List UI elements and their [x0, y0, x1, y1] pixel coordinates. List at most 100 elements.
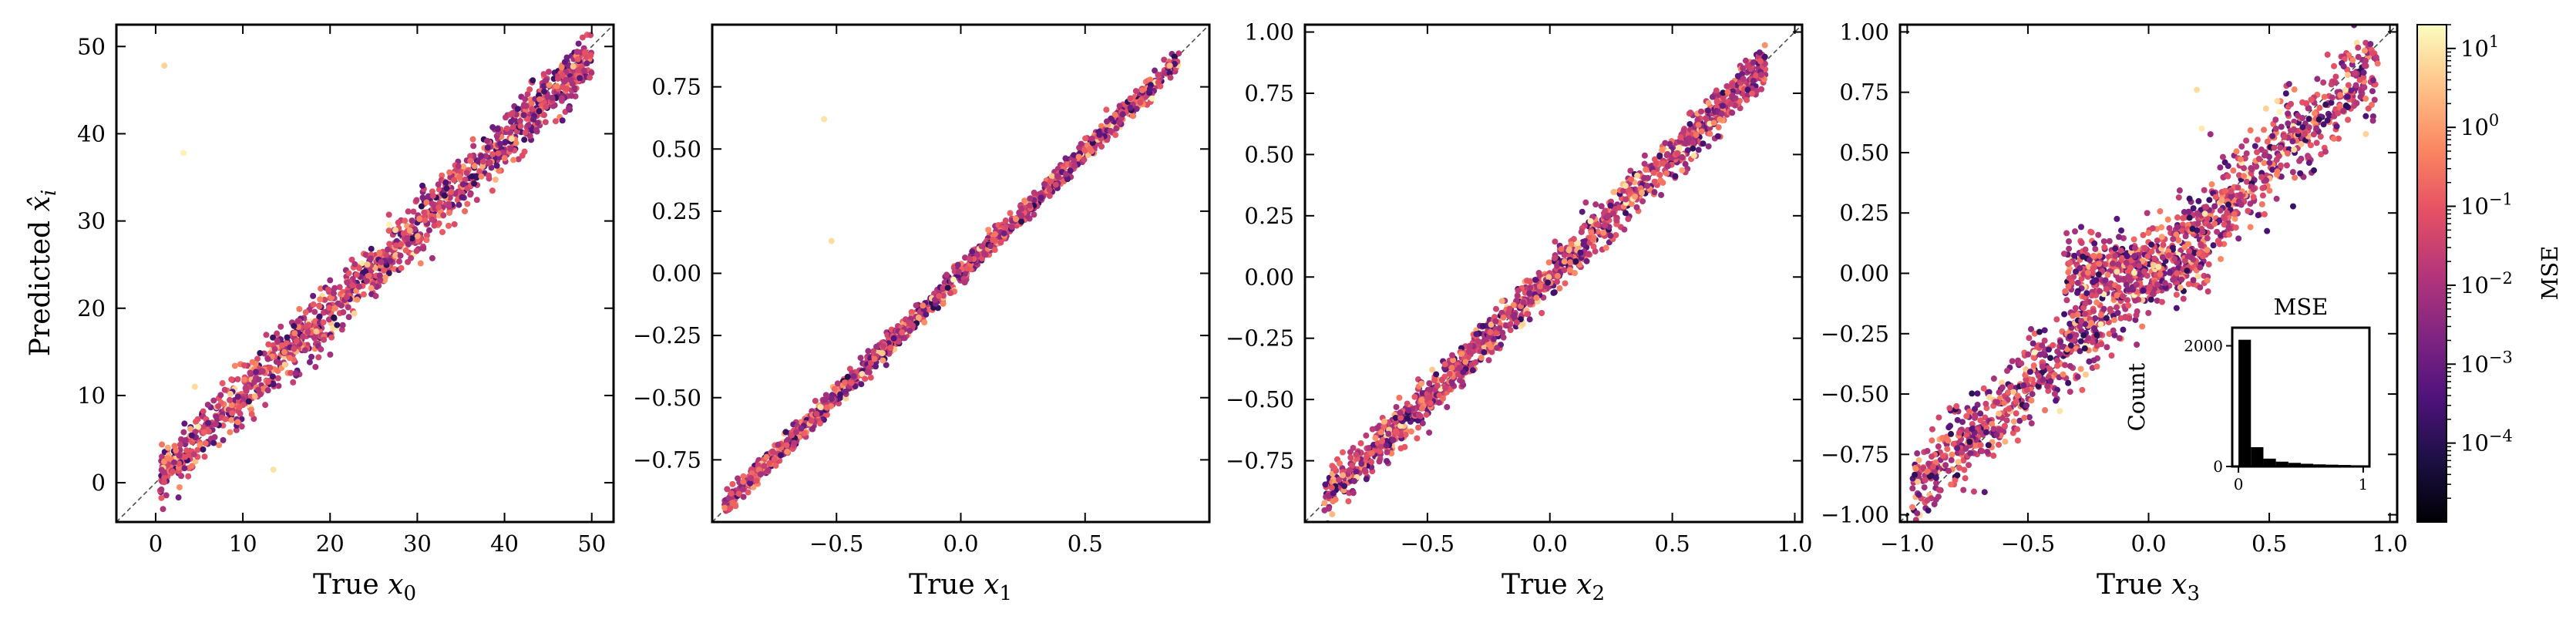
- scatter-point: [446, 209, 452, 216]
- scatter-point: [1954, 472, 1961, 479]
- scatter-point: [1677, 134, 1684, 141]
- scatter-point: [865, 348, 872, 355]
- scatter-point: [1479, 322, 1486, 329]
- scatter-point: [362, 268, 368, 274]
- scatter-point: [961, 254, 968, 261]
- scatter-point: [241, 376, 248, 383]
- scatter-point: [400, 230, 407, 237]
- scatter-point: [577, 75, 583, 82]
- scatter-point: [397, 252, 404, 259]
- scatter-point: [1152, 67, 1159, 74]
- scatter-point: [2046, 365, 2053, 372]
- scatter-point: [844, 373, 851, 380]
- scatter-point: [497, 140, 504, 147]
- scatter-point: [1551, 289, 1558, 296]
- scatter-point: [301, 347, 308, 354]
- scatter-point: [478, 153, 485, 160]
- scatter-point: [2346, 52, 2352, 59]
- scatter-point: [204, 401, 211, 408]
- scatter-point: [1331, 465, 1338, 472]
- scatter-point: [356, 264, 363, 271]
- y-tick-label: 0.00: [651, 261, 701, 287]
- scatter-point: [1415, 424, 1422, 431]
- scatter-point: [173, 447, 180, 454]
- scatter-point: [906, 319, 913, 326]
- scatter-point: [561, 59, 568, 66]
- scatter-point: [545, 69, 552, 76]
- scatter-point: [1155, 72, 1162, 79]
- scatter-point: [345, 304, 351, 311]
- scatter-point: [1341, 483, 1348, 490]
- scatter-point: [1616, 204, 1623, 211]
- scatter-point: [1651, 189, 1658, 196]
- scatter-point: [441, 192, 448, 199]
- scatter-point: [1981, 489, 1988, 496]
- scatter-point: [1148, 95, 1155, 102]
- scatter-point: [761, 463, 768, 470]
- scatter-point: [2065, 379, 2072, 386]
- scatter-point: [315, 354, 322, 361]
- scatter-point: [1625, 187, 1632, 194]
- scatter-point: [908, 308, 915, 315]
- scatter-point: [1450, 356, 1457, 363]
- scatter-point: [1519, 321, 1526, 328]
- scatter-point: [1402, 431, 1409, 438]
- scatter-point: [2054, 357, 2061, 364]
- scatter-point: [540, 71, 547, 78]
- scatter-point: [573, 49, 580, 56]
- scatter-point: [2261, 160, 2268, 167]
- scatter-point: [372, 292, 379, 299]
- scatter-point: [2247, 200, 2254, 207]
- scatter-point: [530, 116, 537, 123]
- scatter-point: [2295, 112, 2302, 119]
- scatter-point: [2326, 112, 2333, 119]
- scatter-point: [1602, 244, 1609, 251]
- scatter-point: [1067, 167, 1074, 174]
- scatter-point: [243, 387, 250, 394]
- scatter-point: [1062, 155, 1069, 162]
- scatter-point: [176, 460, 183, 467]
- scatter-point: [290, 379, 297, 386]
- scatter-point: [2203, 204, 2210, 210]
- scatter-point: [1499, 329, 1506, 336]
- scatter-point: [446, 169, 453, 176]
- scatter-point: [503, 125, 510, 132]
- scatter-point: [1129, 113, 1136, 120]
- scatter-point: [2236, 172, 2243, 179]
- scatter-point: [495, 150, 502, 157]
- scatter-point: [1384, 449, 1391, 456]
- scatter-point: [587, 52, 594, 59]
- scatter-point: [2269, 167, 2276, 173]
- scatter-point: [404, 234, 411, 241]
- scatter-point: [262, 402, 269, 409]
- y-tick-label: 10: [77, 382, 106, 409]
- scatter-point: [1533, 295, 1540, 301]
- scatter-point: [1340, 472, 1347, 479]
- scatter-point: [1698, 128, 1705, 135]
- axis-ticks: −0.5 0.0 0.5 1.0−0.75−0.50−0.250.000.250.50…: [1226, 19, 1812, 557]
- scatter-point: [377, 277, 384, 284]
- scatter-point: [2320, 121, 2327, 128]
- scatter-point: [2180, 214, 2187, 221]
- scatter-point: [164, 444, 171, 451]
- scatter-point: [1137, 99, 1144, 106]
- scatter-point: [1486, 342, 1493, 349]
- scatter-point: [1098, 143, 1105, 150]
- scatter-point: [2241, 155, 2248, 162]
- scatter-point: [2053, 316, 2060, 323]
- scatter-point: [423, 199, 430, 206]
- y-tick-label: 0.25: [1244, 203, 1294, 229]
- scatter-point: [879, 357, 886, 364]
- scatter-point: [455, 163, 462, 170]
- scatter-point: [540, 112, 547, 119]
- scatter-point: [1507, 321, 1514, 328]
- scatter-point: [2314, 76, 2321, 83]
- scatter-point: [409, 217, 416, 224]
- scatter-point: [291, 322, 298, 329]
- panel-x3: −1.0 −0.5 0.0 0.5 1.0−1.00−0.75−0.50−0.250.0…: [1821, 19, 2408, 605]
- scatter-point: [1052, 181, 1059, 188]
- scatter-point: [1506, 305, 1513, 312]
- scatter-point: [201, 453, 208, 460]
- scatter-point: [2124, 297, 2131, 304]
- scatter-point: [456, 201, 462, 208]
